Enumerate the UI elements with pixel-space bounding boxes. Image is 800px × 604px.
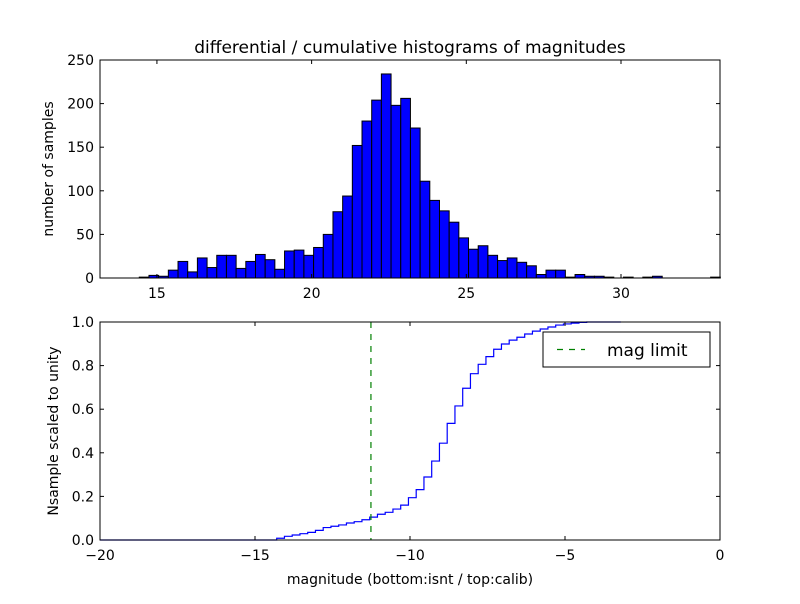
bottom-xtick-label: −20 bbox=[85, 548, 115, 564]
top-axes-frame bbox=[99, 59, 721, 279]
legend: mag limit bbox=[542, 331, 711, 368]
top-xtick-label: 25 bbox=[457, 286, 475, 302]
bottom-ytick-label: 0.0 bbox=[72, 533, 94, 549]
histogram-bar bbox=[322, 233, 334, 279]
top-ytick-label: 50 bbox=[76, 227, 94, 243]
histogram-bar bbox=[574, 274, 586, 279]
histogram-bar bbox=[448, 221, 460, 279]
histogram-bar bbox=[196, 257, 208, 279]
bottom-xtick-label: −15 bbox=[240, 548, 270, 564]
histogram-bar bbox=[400, 97, 411, 279]
histogram-bar bbox=[332, 211, 344, 279]
bottom-xlabel: magnitude (bottom:isnt / top:calib) bbox=[287, 572, 533, 588]
histogram-bar bbox=[254, 253, 266, 279]
histogram-bar bbox=[313, 246, 324, 279]
histogram-bar bbox=[526, 265, 537, 279]
bottom-xtick-label: −10 bbox=[395, 548, 425, 564]
histogram-bar bbox=[380, 73, 392, 279]
histogram-bar bbox=[545, 269, 557, 279]
top-xtick-label: 15 bbox=[148, 286, 166, 302]
top-xtick-label: 30 bbox=[612, 286, 630, 302]
bottom-ytick-label: 0.2 bbox=[72, 489, 94, 505]
top-ylabel: number of samples bbox=[41, 101, 57, 236]
bottom-ytick-label: 0.6 bbox=[72, 402, 94, 418]
histogram-bar bbox=[264, 259, 276, 279]
top-ytick-label: 250 bbox=[67, 53, 94, 69]
top-ytick-label: 0 bbox=[85, 271, 94, 287]
bottom-xtick-label: 0 bbox=[716, 548, 725, 564]
histogram-bar bbox=[235, 267, 247, 279]
histogram-bar bbox=[535, 274, 547, 279]
histogram-bar bbox=[216, 254, 227, 279]
histogram-bar bbox=[371, 99, 382, 279]
chart-title: differential / cumulative histograms of … bbox=[194, 38, 626, 58]
histogram-bar bbox=[419, 180, 431, 279]
top-ytick-label: 100 bbox=[67, 184, 94, 200]
bottom-ylabel: Nsample scaled to unity bbox=[46, 346, 62, 515]
histogram-bar bbox=[468, 248, 479, 279]
histogram-bar bbox=[284, 250, 295, 279]
histogram-bar bbox=[303, 254, 315, 279]
top-ytick-label: 200 bbox=[67, 97, 94, 113]
bottom-xtick-label: −5 bbox=[555, 548, 576, 564]
histogram-bar bbox=[351, 144, 363, 279]
legend-label: mag limit bbox=[607, 341, 688, 361]
histogram-bar bbox=[458, 237, 470, 279]
top-ytick-label: 150 bbox=[67, 140, 94, 156]
histogram-bar bbox=[477, 245, 489, 279]
histogram-bar bbox=[342, 195, 353, 279]
top-xtick-label: 20 bbox=[303, 286, 321, 302]
histogram-bar bbox=[293, 249, 305, 279]
cumulative-step-line bbox=[100, 321, 621, 541]
histogram-bar bbox=[274, 268, 286, 279]
histogram-bar bbox=[167, 269, 179, 279]
histogram-bar bbox=[438, 210, 450, 279]
histogram-bar bbox=[245, 260, 256, 279]
histogram-bar bbox=[206, 267, 218, 279]
histogram-bar bbox=[409, 127, 421, 279]
histogram-bar bbox=[361, 120, 373, 279]
histogram-bar bbox=[487, 254, 499, 279]
histogram-bar bbox=[506, 257, 518, 279]
histogram-bar bbox=[187, 271, 198, 279]
bottom-ytick-label: 1.0 bbox=[72, 315, 94, 331]
histogram-bar bbox=[390, 104, 402, 279]
histogram-bar bbox=[516, 261, 528, 279]
histogram-bar bbox=[429, 199, 440, 279]
histogram-bar bbox=[225, 254, 237, 279]
histogram-bar bbox=[497, 260, 508, 279]
bottom-ytick-label: 0.4 bbox=[72, 446, 94, 462]
histogram-bar bbox=[177, 260, 189, 279]
histogram-bar bbox=[555, 269, 566, 279]
bottom-ytick-label: 0.8 bbox=[72, 359, 94, 375]
